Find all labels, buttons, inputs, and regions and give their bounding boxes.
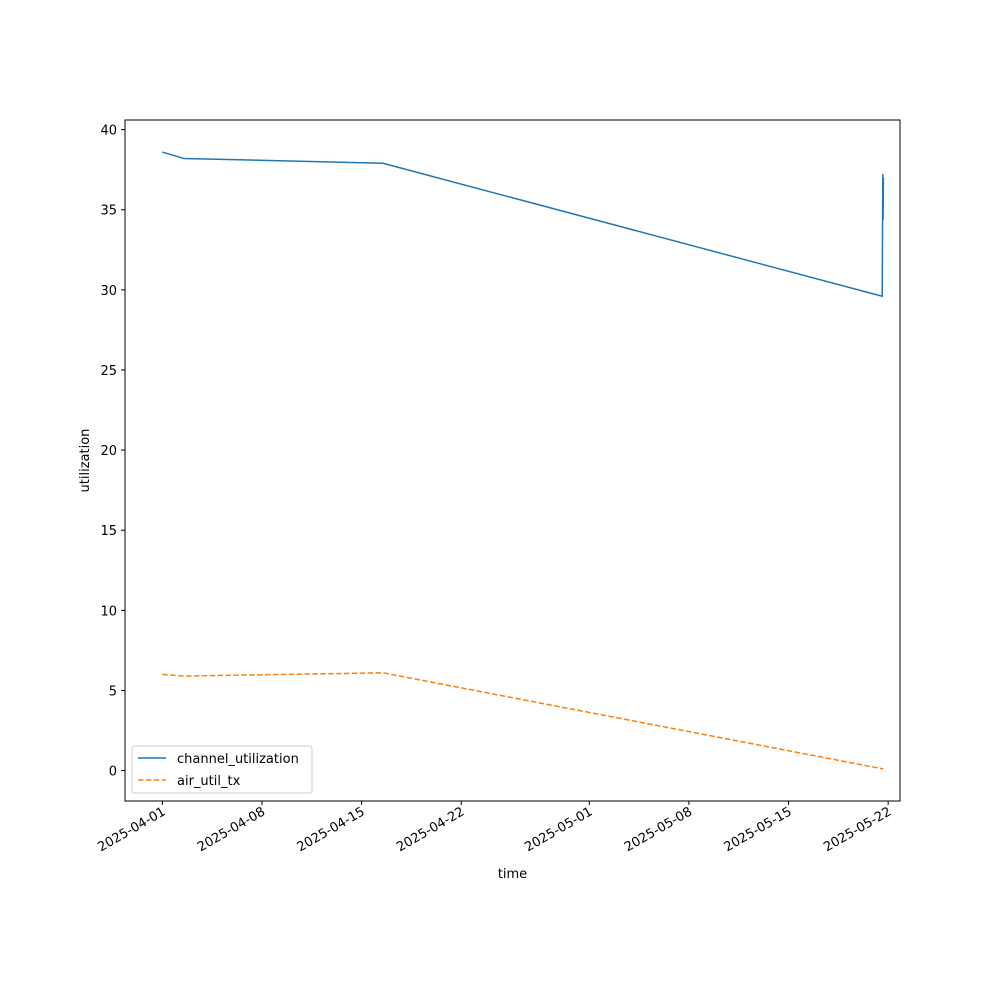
legend-label: air_util_tx xyxy=(177,774,241,789)
x-axis-label: time xyxy=(498,867,527,882)
y-tick-label: 10 xyxy=(100,604,117,619)
series-line-air-util-tx xyxy=(162,672,884,770)
legend-box xyxy=(131,745,313,794)
y-tick-label: 25 xyxy=(100,364,117,379)
y-tick-label: 30 xyxy=(100,284,117,299)
y-tick-label: 15 xyxy=(100,524,117,539)
y-axis-label: utilization xyxy=(78,429,93,493)
y-tick-label: 5 xyxy=(109,684,117,699)
plot-lines xyxy=(162,151,885,770)
legend: channel_utilization air_util_tx xyxy=(131,745,313,794)
legend-label: channel_utilization xyxy=(177,752,299,767)
y-tick-label: 35 xyxy=(100,204,117,219)
plot-frame xyxy=(124,119,901,802)
y-tick-label: 20 xyxy=(100,444,117,459)
y-tick-label: 40 xyxy=(100,124,117,139)
y-axis: 0 5 10 15 20 25 30 35 40 xyxy=(100,124,125,780)
series-line-channel-utilization xyxy=(162,151,885,298)
y-tick-label: 0 xyxy=(109,765,117,780)
